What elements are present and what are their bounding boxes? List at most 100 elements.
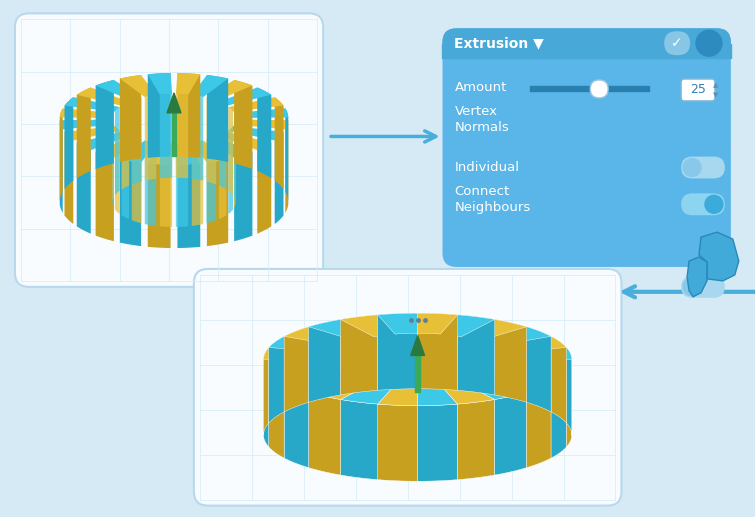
Polygon shape (566, 359, 572, 447)
Polygon shape (77, 132, 129, 150)
Polygon shape (60, 108, 63, 201)
Polygon shape (206, 80, 252, 101)
Polygon shape (122, 102, 129, 189)
Polygon shape (495, 320, 526, 402)
Polygon shape (275, 132, 284, 224)
Polygon shape (284, 373, 356, 392)
Polygon shape (479, 327, 551, 346)
Polygon shape (192, 141, 228, 163)
Polygon shape (263, 359, 333, 371)
Polygon shape (148, 73, 172, 95)
Polygon shape (167, 93, 181, 113)
Polygon shape (176, 143, 188, 227)
Polygon shape (551, 371, 566, 458)
Polygon shape (415, 356, 420, 392)
Polygon shape (207, 159, 228, 246)
Polygon shape (551, 336, 566, 423)
Polygon shape (206, 98, 216, 185)
Polygon shape (192, 141, 203, 226)
Polygon shape (530, 86, 649, 92)
Circle shape (696, 31, 722, 56)
Polygon shape (687, 257, 707, 297)
Polygon shape (458, 315, 495, 395)
Polygon shape (176, 94, 188, 178)
Polygon shape (502, 359, 572, 371)
Circle shape (683, 159, 701, 176)
Polygon shape (60, 108, 114, 118)
Polygon shape (263, 347, 269, 435)
Polygon shape (341, 400, 378, 480)
Polygon shape (411, 336, 424, 356)
Polygon shape (60, 120, 63, 213)
FancyBboxPatch shape (681, 157, 725, 178)
Polygon shape (207, 75, 228, 162)
Polygon shape (96, 80, 114, 169)
Text: Amount: Amount (455, 82, 507, 95)
Polygon shape (566, 347, 572, 435)
Polygon shape (176, 73, 200, 95)
Polygon shape (284, 327, 309, 412)
FancyBboxPatch shape (681, 276, 725, 298)
Polygon shape (115, 126, 120, 214)
Polygon shape (96, 152, 114, 241)
FancyBboxPatch shape (681, 193, 725, 215)
Polygon shape (112, 119, 114, 208)
Polygon shape (378, 404, 418, 481)
Polygon shape (418, 385, 458, 406)
Polygon shape (192, 75, 228, 97)
Polygon shape (263, 359, 269, 447)
Polygon shape (309, 320, 341, 402)
Polygon shape (479, 373, 551, 392)
Polygon shape (494, 366, 566, 383)
Polygon shape (309, 320, 374, 341)
Polygon shape (418, 313, 458, 390)
Polygon shape (206, 137, 252, 158)
Polygon shape (171, 113, 177, 156)
Polygon shape (148, 163, 171, 248)
FancyBboxPatch shape (15, 13, 323, 287)
Polygon shape (64, 132, 73, 224)
Circle shape (705, 195, 723, 214)
Polygon shape (219, 132, 271, 150)
FancyBboxPatch shape (681, 79, 715, 101)
Polygon shape (341, 315, 395, 337)
Polygon shape (177, 163, 200, 248)
Polygon shape (115, 107, 120, 195)
Polygon shape (96, 137, 142, 158)
Text: 25: 25 (690, 83, 706, 97)
Polygon shape (699, 232, 739, 281)
Polygon shape (440, 315, 495, 337)
Polygon shape (275, 97, 284, 189)
Polygon shape (148, 143, 172, 164)
Polygon shape (145, 141, 156, 226)
Polygon shape (64, 97, 73, 189)
Polygon shape (269, 336, 284, 423)
Polygon shape (228, 126, 233, 214)
FancyBboxPatch shape (442, 28, 731, 58)
Polygon shape (96, 80, 142, 101)
Polygon shape (378, 313, 418, 334)
Polygon shape (309, 392, 341, 475)
Polygon shape (418, 313, 458, 334)
Polygon shape (234, 119, 288, 129)
Polygon shape (177, 73, 200, 158)
Polygon shape (120, 141, 156, 163)
Polygon shape (309, 378, 374, 400)
Polygon shape (228, 126, 284, 141)
Polygon shape (219, 102, 226, 189)
Text: Individual: Individual (455, 161, 519, 174)
Text: Vertex
Normals: Vertex Normals (455, 105, 509, 134)
Polygon shape (64, 126, 120, 141)
Polygon shape (60, 119, 114, 129)
Polygon shape (145, 95, 156, 180)
FancyBboxPatch shape (590, 80, 608, 98)
Polygon shape (257, 143, 271, 234)
Polygon shape (341, 315, 378, 395)
Polygon shape (526, 383, 551, 468)
Polygon shape (77, 143, 91, 234)
Polygon shape (284, 383, 309, 468)
Polygon shape (269, 366, 342, 383)
Circle shape (683, 278, 701, 296)
FancyBboxPatch shape (442, 28, 731, 267)
Polygon shape (440, 382, 495, 404)
